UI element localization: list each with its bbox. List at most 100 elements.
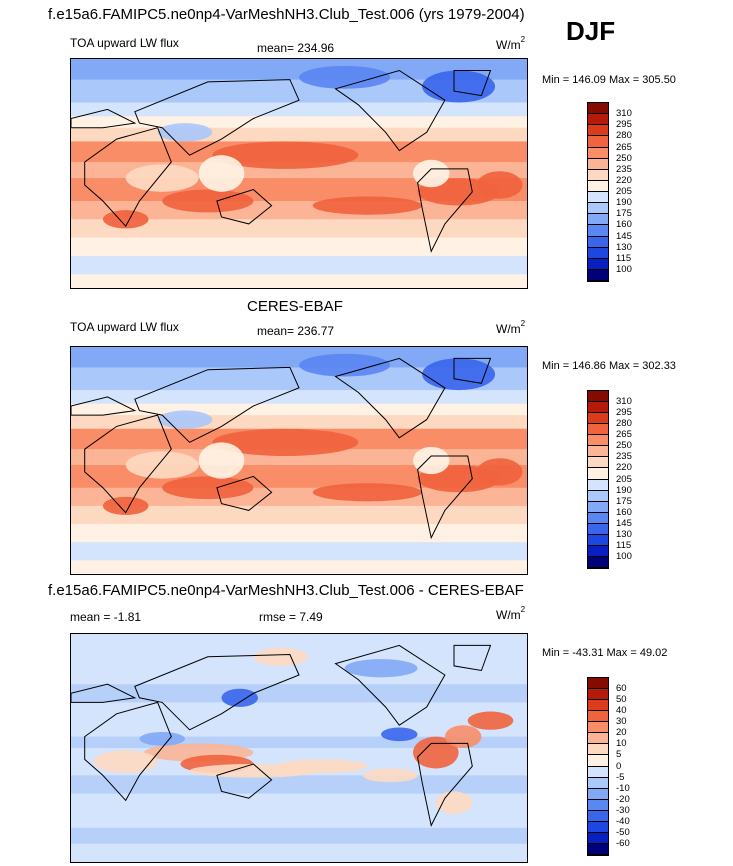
panel2-mean-label: mean= 236.77	[257, 324, 335, 338]
map-zonal-band	[71, 736, 527, 748]
colorbar-box	[588, 435, 608, 447]
colorbar-tick-label: 280	[616, 130, 632, 142]
colorbar-box	[588, 556, 608, 568]
colorbar-box	[588, 247, 608, 259]
colorbar-box	[588, 722, 608, 734]
colorbar-tick-label: 145	[616, 230, 632, 242]
colorbar-box	[588, 457, 608, 469]
colorbar-tick-label: 50	[616, 694, 627, 706]
map-anomaly-blob	[413, 736, 459, 769]
panel1-colorbar	[587, 102, 609, 282]
colorbar-tick-label: 60	[616, 683, 627, 695]
panel2-colorbar	[587, 390, 609, 569]
colorbar-tick-label: -20	[616, 793, 630, 805]
map-zonal-band	[71, 560, 527, 574]
map-anomaly-blob	[312, 196, 423, 215]
colorbar-tick-label: 130	[616, 241, 632, 253]
panel2-title: CERES-EBAF	[247, 298, 343, 315]
map-anomaly-blob	[276, 759, 368, 774]
coastline	[417, 168, 473, 253]
map-anomaly-blob	[253, 647, 309, 666]
colorbar-box	[588, 136, 608, 148]
colorbar-box	[588, 755, 608, 767]
colorbar-box	[588, 700, 608, 712]
map-field	[71, 59, 527, 288]
colorbar-box	[588, 810, 608, 822]
map-anomaly-blob	[435, 791, 473, 815]
map-anomaly-blob	[422, 358, 496, 391]
colorbar-box	[588, 169, 608, 181]
coastline	[453, 644, 492, 672]
map-zonal-band	[71, 127, 527, 143]
colorbar-tick-label: -30	[616, 804, 630, 816]
colorbar-box	[588, 534, 608, 546]
coastline	[216, 763, 273, 799]
colorbar-tick-label: 145	[616, 517, 632, 529]
colorbar-tick-label: 20	[616, 727, 627, 739]
colorbar-tick-label: 250	[616, 152, 632, 164]
map-zonal-band	[71, 684, 527, 703]
colorbar-tick-label: 205	[616, 186, 632, 197]
map-anomaly-blob	[381, 727, 418, 742]
panel3-units: W/m2	[496, 605, 526, 622]
colorbar-box	[588, 424, 608, 436]
map-field	[71, 634, 527, 862]
map-anomaly-blob	[139, 732, 185, 746]
colorbar-box	[588, 413, 608, 425]
map-anomaly-blob	[299, 353, 391, 377]
colorbar-tick-label: 310	[616, 396, 632, 408]
map-anomaly-blob	[467, 711, 514, 730]
colorbar-tick-label: 220	[616, 462, 632, 474]
map-field	[71, 347, 527, 574]
map-zonal-band	[71, 255, 527, 276]
colorbar-tick-label: 295	[616, 119, 632, 131]
colorbar-box	[588, 391, 608, 403]
colorbar-tick-label: 100	[616, 263, 632, 275]
colorbar-tick-label: 115	[616, 539, 632, 551]
colorbar-box	[588, 744, 608, 756]
colorbar-box	[588, 678, 608, 690]
map-zonal-band	[71, 524, 527, 544]
colorbar-box	[588, 766, 608, 778]
map-anomaly-blob	[212, 428, 359, 456]
colorbar-box	[588, 689, 608, 701]
coastline	[216, 475, 273, 511]
coastline	[84, 414, 172, 514]
colorbar-tick-label: 10	[616, 738, 627, 750]
map-zonal-band	[71, 415, 527, 430]
colorbar-box	[588, 103, 608, 115]
panel3-colorbar	[587, 677, 609, 856]
colorbar-tick-label: -50	[616, 826, 630, 838]
map-anomaly-blob	[198, 155, 245, 192]
map-zonal-band	[71, 219, 527, 239]
colorbar-tick-label: 160	[616, 219, 632, 231]
colorbar-box	[588, 733, 608, 745]
colorbar-tick-label: 100	[616, 550, 632, 562]
colorbar-tick-label: 265	[616, 429, 632, 441]
map-zonal-band	[71, 390, 527, 405]
panel2-map	[70, 346, 528, 575]
colorbar-box	[588, 225, 608, 237]
panel1-minmax: Min = 146.09 Max = 305.50	[542, 74, 676, 86]
map-anomaly-blob	[476, 458, 523, 486]
map-zonal-band	[71, 237, 527, 257]
panel2-left-label: TOA upward LW flux	[70, 320, 179, 334]
colorbar-tick-label: 265	[616, 141, 632, 153]
colorbar-box	[588, 479, 608, 491]
panel3-mean-label: mean = -1.81	[70, 610, 142, 624]
coastline	[71, 396, 137, 416]
panel1-map	[70, 58, 528, 289]
colorbar-box	[588, 799, 608, 811]
coastline	[216, 188, 273, 225]
colorbar-box	[588, 236, 608, 248]
map-zonal-band	[71, 367, 527, 392]
map-zonal-band	[71, 347, 527, 369]
panel3-rmse-label: rmse = 7.49	[259, 610, 323, 624]
colorbar-box	[588, 192, 608, 204]
colorbar-box	[588, 843, 608, 855]
colorbar-tick-label: 160	[616, 506, 632, 518]
coastline	[453, 357, 492, 384]
colorbar-tick-label: 190	[616, 484, 632, 496]
main-title: f.e15a6.FAMIPC5.ne0np4-VarMeshNH3.Club_T…	[48, 6, 525, 23]
colorbar-tick-label: 295	[616, 407, 632, 419]
